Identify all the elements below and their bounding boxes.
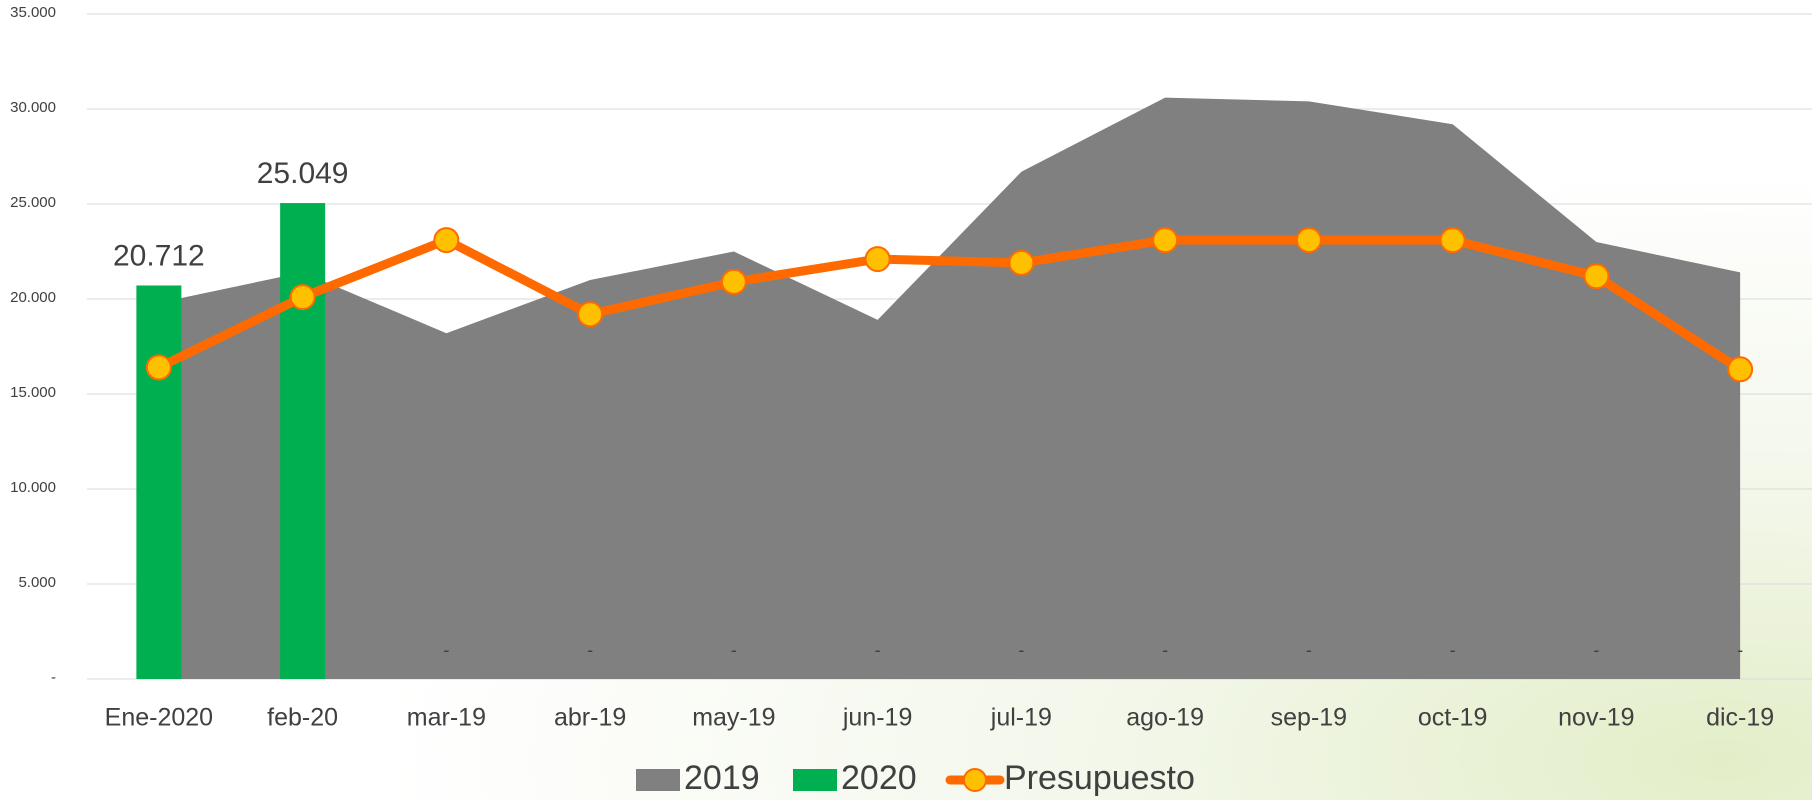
- x-tick-label: ago-19: [1126, 704, 1204, 732]
- x-tick-label: feb-20: [267, 704, 338, 732]
- y-tick-label: 5.000: [18, 574, 56, 591]
- marker: [434, 228, 458, 252]
- legend-swatch: [793, 769, 837, 791]
- data-label: -: [1018, 640, 1024, 660]
- legend-label: 2019: [684, 759, 760, 797]
- y-tick-label: 20.000: [10, 289, 56, 306]
- y-tick-label: 25.000: [10, 194, 56, 211]
- y-tick-label: 35.000: [10, 4, 56, 21]
- legend-label: 2020: [841, 759, 917, 797]
- y-tick-label: 15.000: [10, 384, 56, 401]
- data-label: 20.712: [113, 239, 205, 272]
- marker: [866, 247, 890, 271]
- data-label: -: [1306, 640, 1312, 660]
- data-label: -: [731, 640, 737, 660]
- x-tick-label: dic-19: [1706, 704, 1774, 732]
- data-label: -: [1450, 640, 1456, 660]
- x-tick-label: nov-19: [1558, 704, 1634, 732]
- marker: [147, 355, 171, 379]
- x-tick-label: abr-19: [554, 704, 626, 732]
- x-tick-label: Ene-2020: [105, 704, 213, 732]
- marker: [1153, 228, 1177, 252]
- y-tick-label: 30.000: [10, 99, 56, 116]
- data-label: -: [875, 640, 881, 660]
- bar: [280, 203, 325, 679]
- marker: [1297, 228, 1321, 252]
- data-label: -: [1593, 640, 1599, 660]
- x-tick-label: may-19: [692, 704, 775, 732]
- x-tick-label: mar-19: [407, 704, 486, 732]
- marker: [1441, 228, 1465, 252]
- marker: [722, 270, 746, 294]
- legend-label: Presupuesto: [1004, 759, 1195, 797]
- marker: [1009, 251, 1033, 275]
- legend-swatch: [964, 769, 986, 791]
- y-tick-label: -: [51, 669, 56, 686]
- marker: [291, 285, 315, 309]
- marker: [1584, 264, 1608, 288]
- marker: [1728, 357, 1752, 381]
- data-label: -: [1162, 640, 1168, 660]
- y-tick-label: 10.000: [10, 479, 56, 496]
- data-label: -: [443, 640, 449, 660]
- x-tick-label: sep-19: [1271, 704, 1347, 732]
- marker: [578, 302, 602, 326]
- x-tick-label: oct-19: [1418, 704, 1487, 732]
- x-tick-label: jun-19: [842, 704, 913, 732]
- data-label: 25.049: [257, 157, 349, 190]
- legend-swatch: [636, 769, 680, 791]
- x-tick-label: jul-19: [990, 704, 1052, 732]
- data-label: -: [1737, 640, 1743, 660]
- chart: - 5.000 10.000 15.000 20.000 25.000 30.000 35.0…: [0, 0, 1812, 800]
- area: [159, 98, 1740, 679]
- bar: [136, 285, 181, 679]
- data-label: -: [587, 640, 593, 660]
